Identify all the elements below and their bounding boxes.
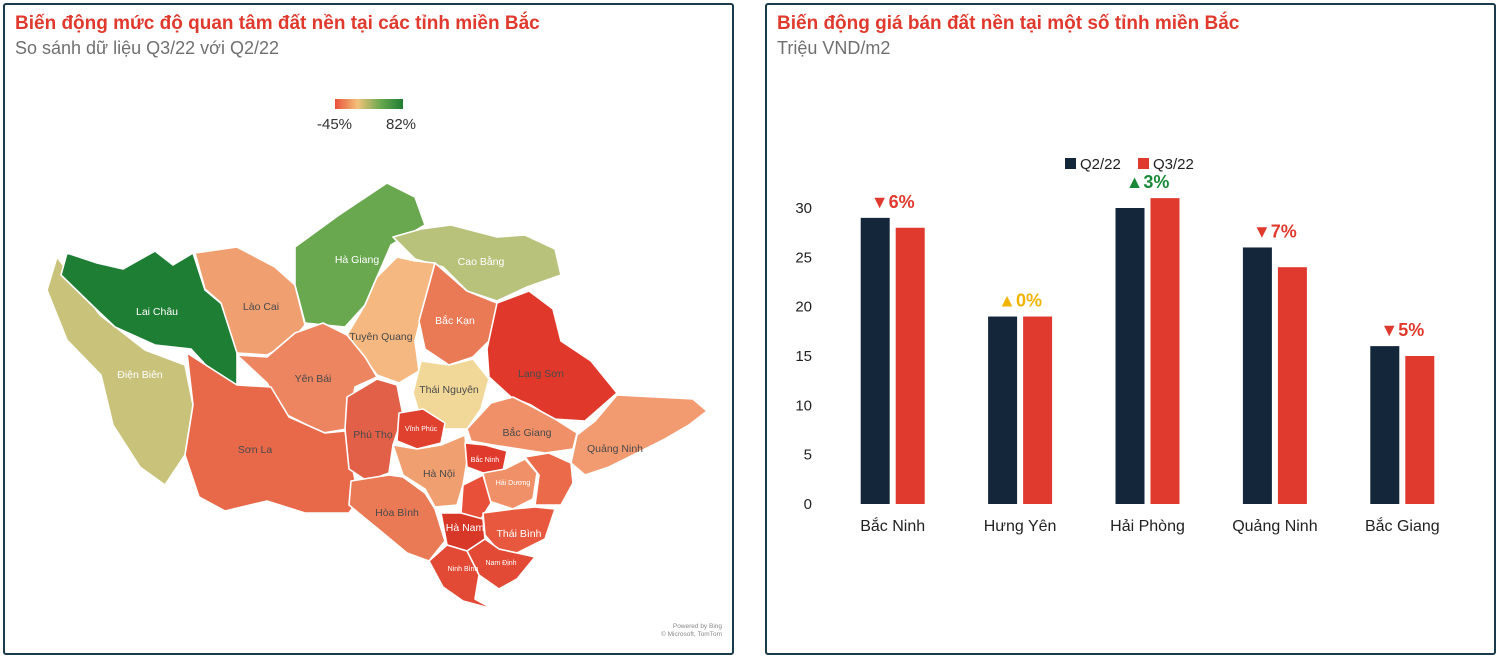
bar-q3-22-0[interactable]: [895, 227, 925, 504]
province-hai-duong[interactable]: [482, 458, 538, 510]
province-bac-kan[interactable]: [418, 262, 498, 366]
bar-q2-22-2[interactable]: [1115, 208, 1145, 504]
map-label-bac-giang: Bắc Giang: [502, 426, 551, 439]
bar-q2-22-4[interactable]: [1370, 346, 1400, 504]
map-credit: Powered by Bing © Microsoft, TomTom: [661, 623, 722, 639]
bars: [860, 198, 1435, 504]
chart-title: Biến động giá bán đất nền tại một số tỉn…: [777, 13, 1240, 34]
map-title: Biến động mức độ quan tâm đất nền tại cá…: [15, 13, 540, 34]
chart-panel: Biến động giá bán đất nền tại một số tỉn…: [765, 3, 1496, 655]
province-ha-giang[interactable]: [294, 182, 426, 328]
y-tick-label: 20: [795, 299, 812, 316]
map-credit-line1: Powered by Bing: [672, 623, 722, 630]
change-label: ▼7%: [1253, 221, 1297, 241]
province-tuyen-quang[interactable]: [346, 256, 436, 384]
bar-q2-22-1[interactable]: [988, 316, 1018, 504]
x-tick-label: Hưng Yên: [984, 518, 1057, 535]
map-label-lai-chau: Lai Châu: [136, 306, 178, 318]
province-hai-phong[interactable]: [524, 452, 574, 506]
x-tick-label: Bắc Giang: [1365, 516, 1440, 535]
y-tick-label: 25: [795, 249, 812, 266]
map-label-bac-kan: Bắc Kạn: [435, 314, 475, 327]
province-dien-bien[interactable]: [46, 256, 194, 486]
map-label-son-la: Sơn La: [238, 444, 272, 456]
province-thai-nguyen[interactable]: [412, 358, 490, 430]
map-subtitle: So sánh dữ liệu Q3/22 với Q2/22: [15, 38, 280, 58]
legend-max-label: 82%: [386, 116, 417, 133]
map-label-lang-son: Lạng Sơn: [518, 368, 564, 380]
legend-swatch-q3: [1138, 158, 1149, 169]
legend-label-q3: Q3/22: [1153, 156, 1194, 173]
y-tick-label: 5: [804, 447, 812, 464]
province-nam-dinh[interactable]: [466, 538, 536, 590]
x-axis: Bắc Ninh Hưng Yên Hải Phòng Quảng Ninh Bắc G…: [860, 516, 1439, 535]
map-label-bac-ninh: Bắc Ninh: [471, 455, 500, 464]
map-label-lao-cai: Lào Cai: [243, 301, 279, 313]
province-son-la[interactable]: [184, 352, 360, 514]
province-map: Lai Châu Điện Biên Lào Cai Hà Giang Cao …: [46, 182, 708, 610]
change-label: ▼5%: [1380, 320, 1424, 340]
legend-min-label: -45%: [317, 116, 353, 133]
change-label: ▲3%: [1126, 172, 1170, 192]
legend-gradient: [335, 99, 403, 109]
map-label-phu-tho: Phú Thọ: [353, 429, 393, 441]
map-label-tuyen-quang: Tuyên Quang: [349, 331, 412, 343]
province-ninh-binh[interactable]: [428, 544, 494, 610]
map-label-nam-dinh: Nam Định: [485, 560, 516, 567]
legend-label-q2: Q2/22: [1080, 156, 1121, 173]
y-axis: 0 5 10 15 20 25 30: [795, 200, 812, 513]
legend-swatch-q2: [1065, 158, 1076, 169]
change-label: ▼6%: [871, 192, 915, 212]
map-label-thai-binh: Thái Bình: [497, 528, 542, 540]
y-tick-label: 0: [804, 496, 812, 513]
bar-chart: Q2/22 Q3/22 0 5 10 15 20 25 30 Bắc Ninh Hưng Yê…: [795, 156, 1439, 535]
chart-legend: Q2/22 Q3/22: [1065, 156, 1194, 173]
map-label-quang-ninh: Quảng Ninh: [587, 443, 643, 455]
province-quang-ninh[interactable]: [570, 394, 708, 476]
y-tick-label: 10: [795, 397, 812, 414]
province-phu-tho[interactable]: [344, 378, 404, 482]
map-panel: Biến động mức độ quan tâm đất nền tại cá…: [3, 3, 734, 655]
bar-q3-22-2[interactable]: [1150, 198, 1180, 504]
map-label-ha-noi: Hà Nội: [423, 468, 455, 480]
y-tick-label: 15: [795, 348, 812, 365]
map-label-hai-duong: Hải Dương: [496, 480, 531, 487]
change-label: ▲0%: [998, 291, 1042, 311]
province-cao-bang[interactable]: [392, 224, 562, 302]
map-label-yen-bai: Yên Bái: [295, 373, 332, 385]
map-label-ha-nam: Hà Nam: [446, 522, 485, 534]
province-vinh-phuc[interactable]: [396, 408, 446, 450]
x-tick-label: Bắc Ninh: [860, 516, 925, 535]
bar-q3-22-3[interactable]: [1277, 267, 1307, 504]
province-lang-son[interactable]: [486, 290, 618, 422]
map-label-cao-bang: Cao Bằng: [458, 255, 505, 268]
map-credit-line2: © Microsoft, TomTom: [660, 631, 722, 638]
map-label-thai-nguyen: Thái Nguyên: [419, 384, 479, 396]
bar-q2-22-3[interactable]: [1242, 247, 1272, 504]
chart-subtitle: Triệu VND/m2: [777, 38, 891, 58]
bar-q3-22-1[interactable]: [1023, 316, 1053, 504]
bar-q2-22-0[interactable]: [860, 217, 890, 504]
change-labels: ▼6% ▲0% ▲3% ▼7% ▼5%: [871, 172, 1424, 340]
province-hung-yen[interactable]: [460, 474, 492, 520]
map-label-dien-bien: Điện Biên: [117, 369, 163, 381]
y-tick-label: 30: [795, 200, 812, 217]
x-tick-label: Hải Phòng: [1110, 518, 1185, 535]
bar-q3-22-4[interactable]: [1405, 356, 1435, 504]
map-label-ha-giang: Hà Giang: [335, 254, 380, 266]
province-hoa-binh[interactable]: [348, 474, 446, 562]
map-label-ninh-binh: Ninh Bình: [448, 566, 479, 573]
map-label-hoa-binh: Hòa Bình: [375, 507, 419, 519]
province-thai-binh[interactable]: [482, 506, 556, 554]
x-tick-label: Quảng Ninh: [1232, 518, 1317, 535]
map-label-vinh-phuc: Vĩnh Phúc: [405, 426, 438, 433]
